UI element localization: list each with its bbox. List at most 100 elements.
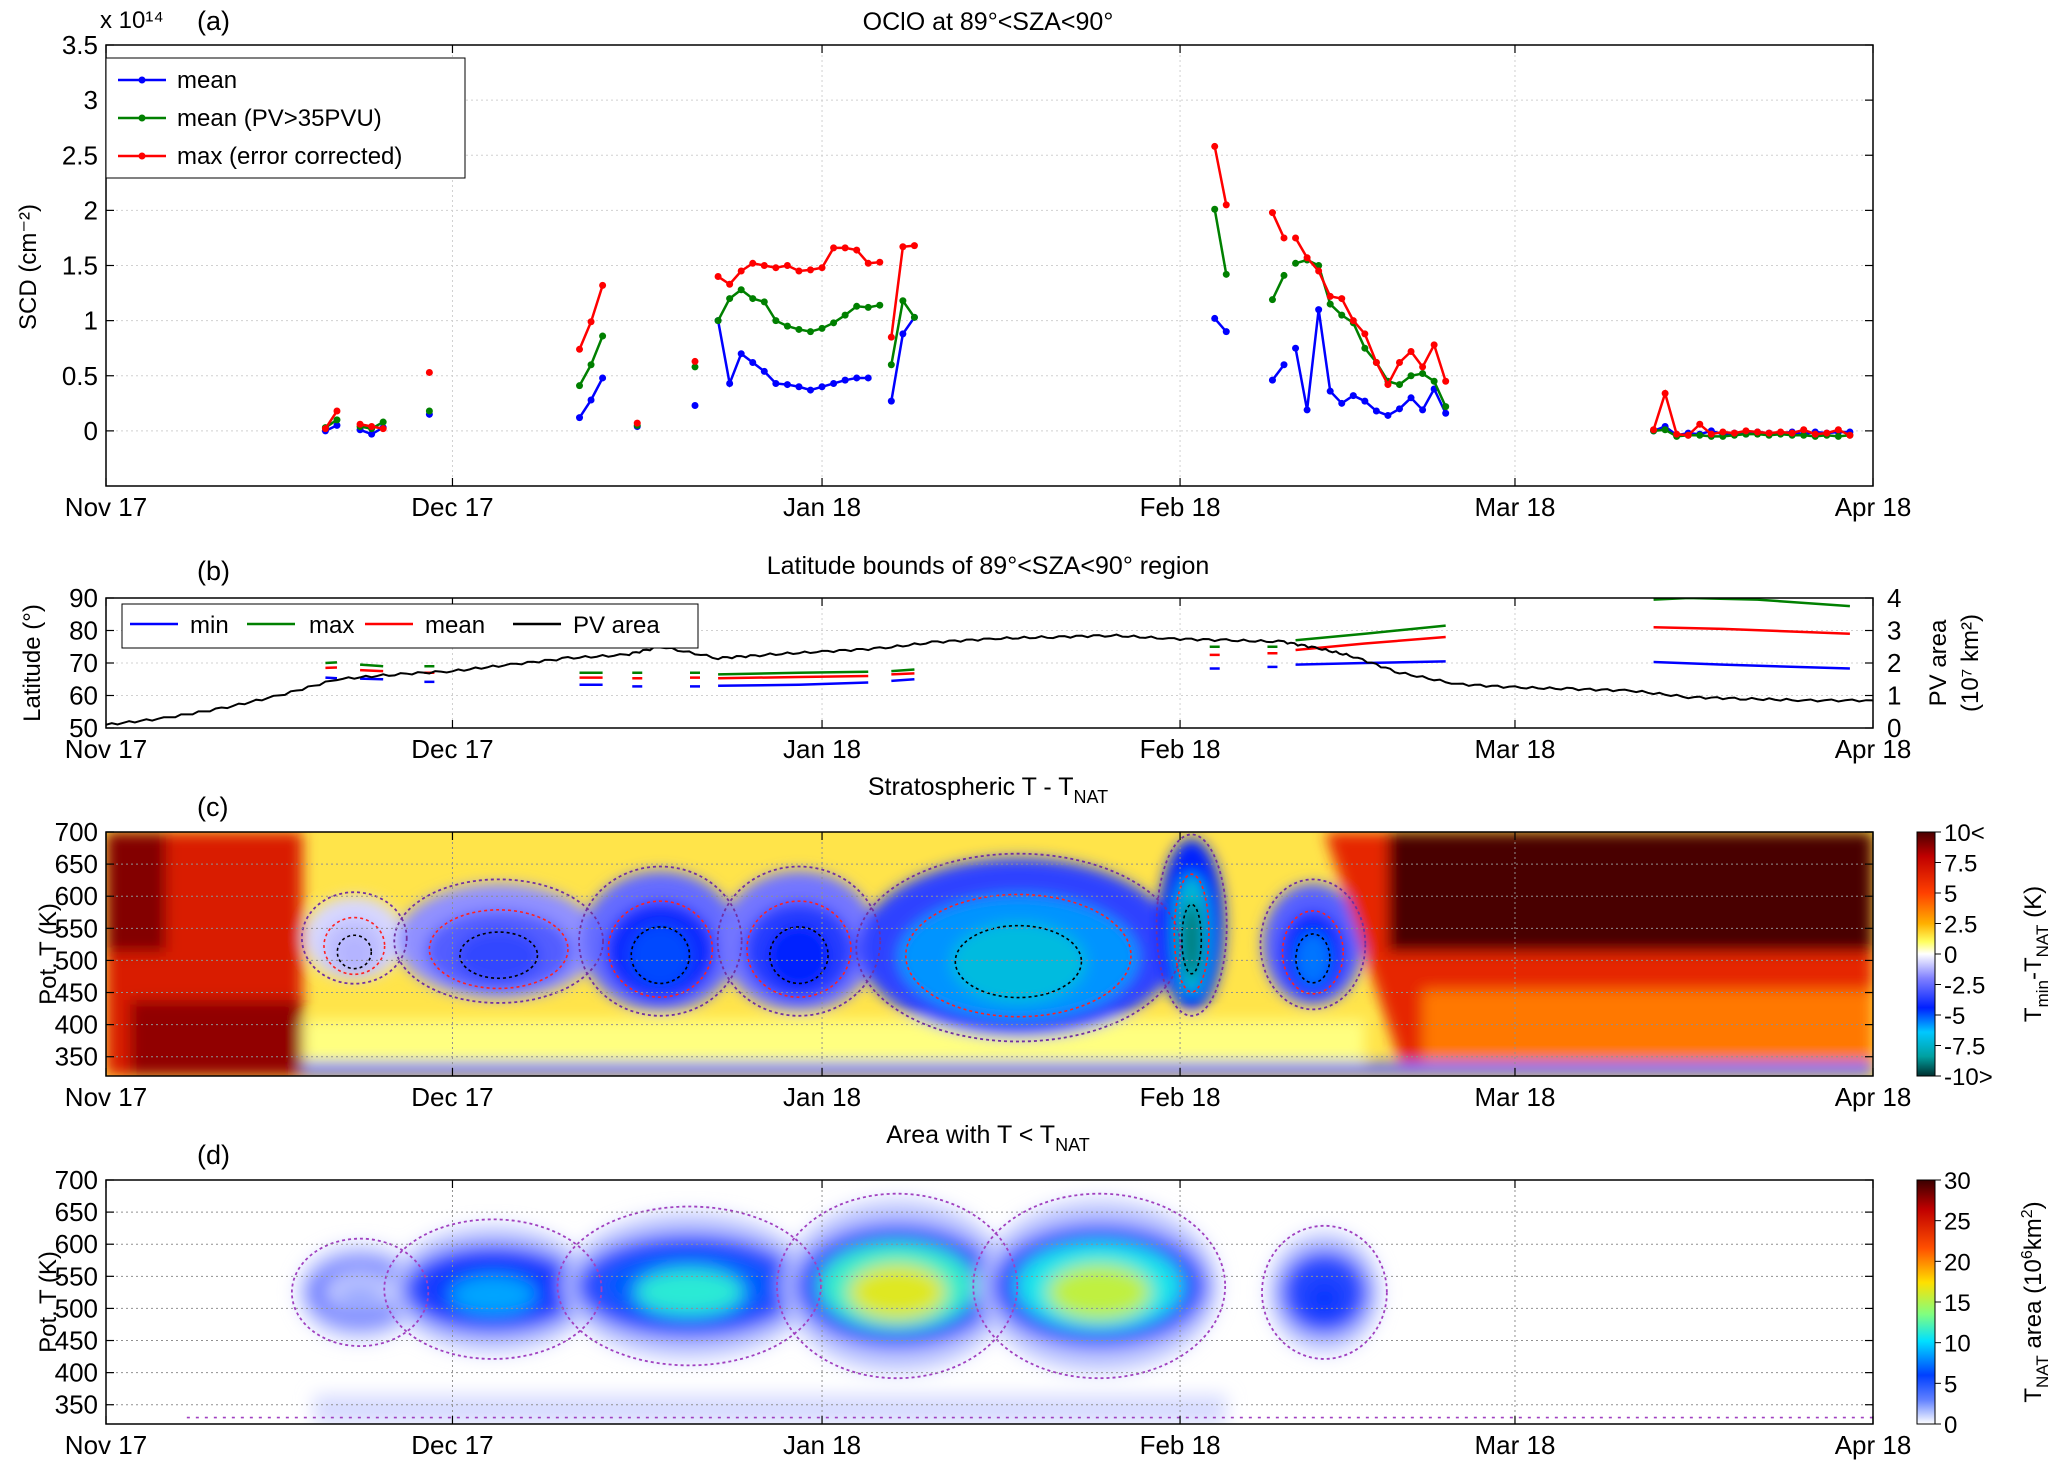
y-tick-label: 3.5 [62,30,98,60]
data-point [1349,317,1357,325]
x-tick-label: Nov 17 [65,492,147,522]
y-tick-label: 700 [55,1165,98,1195]
x-tick-label: Jan 18 [783,734,861,764]
colorbar-tick-label: 10 [1944,1331,1971,1358]
data-point [1349,392,1357,400]
data-point [887,397,895,405]
data-point [899,330,907,338]
contour-line [300,891,408,985]
data-point [1823,429,1831,437]
data-point [1338,295,1346,303]
data-point [1673,430,1681,438]
data-point [830,244,838,252]
area-core [848,1263,947,1321]
data-point [830,379,838,387]
cold-core [950,922,1086,1004]
contour-line [1155,833,1228,1017]
legend-a-mean-marker [138,76,146,84]
y-tick-label: 70 [69,648,98,678]
data-point [1361,330,1369,338]
latitude-line [359,663,384,668]
legend-a-mean-label: mean [177,67,237,94]
panel-b-title: Latitude bounds of 89°<SZA<90° region [767,552,1210,580]
latitude-line [1295,660,1446,666]
cold-core [457,930,541,983]
data-point [576,382,584,390]
x-tick-label: Mar 18 [1475,492,1556,522]
data-point [864,374,872,382]
data-point [1650,426,1658,434]
data-point [1442,409,1450,417]
legend-a-max-marker [138,152,146,160]
data-point [1707,430,1715,438]
data-point [1800,431,1808,439]
data-point [737,267,745,275]
y-tick-label: 500 [55,1293,98,1323]
latitude-line [360,677,384,681]
area-core [449,1274,537,1316]
panel-d-y-label: Pot. T (K) [35,1251,62,1353]
latitude-line [325,661,338,665]
data-point [714,273,722,281]
data-point [795,267,803,275]
data-point [899,243,907,251]
data-point [818,383,826,391]
data-point [1222,201,1230,209]
data-point [1268,209,1276,217]
area-core [336,1283,384,1313]
contour-line [776,1192,1019,1380]
warm-field [130,1000,303,1076]
contour-line [607,900,714,998]
latitude-line [891,678,915,683]
series-line [1295,258,1447,408]
data-point [1338,311,1346,319]
panel-a-x-ticks: Nov 17 Dec 17 Jan 18 Feb 18 Mar 18 Apr 18 [65,45,1911,522]
panel-d-colorbar [1916,1179,1936,1425]
y-tick-label: 400 [55,1010,98,1040]
data-point [1280,271,1288,279]
panel-d-fields [297,1199,1381,1424]
contour-line [954,924,1083,999]
data-point [1280,361,1288,369]
data-point [830,319,838,327]
panel-c-colorbar [1916,831,1936,1077]
cold-core [336,934,373,972]
x-tick-label: Feb 18 [1140,492,1221,522]
data-point [1211,142,1219,150]
x-tick-label: Nov 17 [65,1082,147,1112]
panel-d-x-ticks: Nov 17 Dec 17 Jan 18 Feb 18 Mar 18 Apr 18 [65,1180,1911,1460]
contour-line [746,900,852,998]
warm-field [1422,990,1873,1076]
series-line [1652,389,1851,437]
data-point [691,357,699,365]
y-tick-label: 350 [55,1042,98,1072]
data-point [1407,347,1415,355]
panel-b-letter: (b) [197,556,230,586]
data-point [691,363,699,371]
data-point [1268,376,1276,384]
data-point [1765,429,1773,437]
data-point [887,361,895,369]
x-tick-label: Feb 18 [1140,1082,1221,1112]
data-point [1419,363,1427,371]
series-line [1213,209,1228,275]
data-point [1303,406,1311,414]
y-tick-label: 90 [69,583,98,613]
data-point [633,419,641,427]
y-tick-label: 1.5 [62,251,98,281]
y-tick-label: 450 [55,978,98,1008]
panel-b-y-label: Latitude (°) [19,604,46,722]
data-point [1742,427,1750,435]
data-point [876,301,884,309]
colorbar-tick-label: -2.5 [1944,973,1985,1000]
y-tick-label: 350 [55,1390,98,1420]
data-point [321,425,329,433]
data-point [1372,407,1380,415]
y-tick-label: 600 [55,1229,98,1259]
data-point [806,328,814,336]
y-tick-label: 550 [55,1261,98,1291]
data-point [1361,397,1369,405]
data-point [368,422,376,430]
